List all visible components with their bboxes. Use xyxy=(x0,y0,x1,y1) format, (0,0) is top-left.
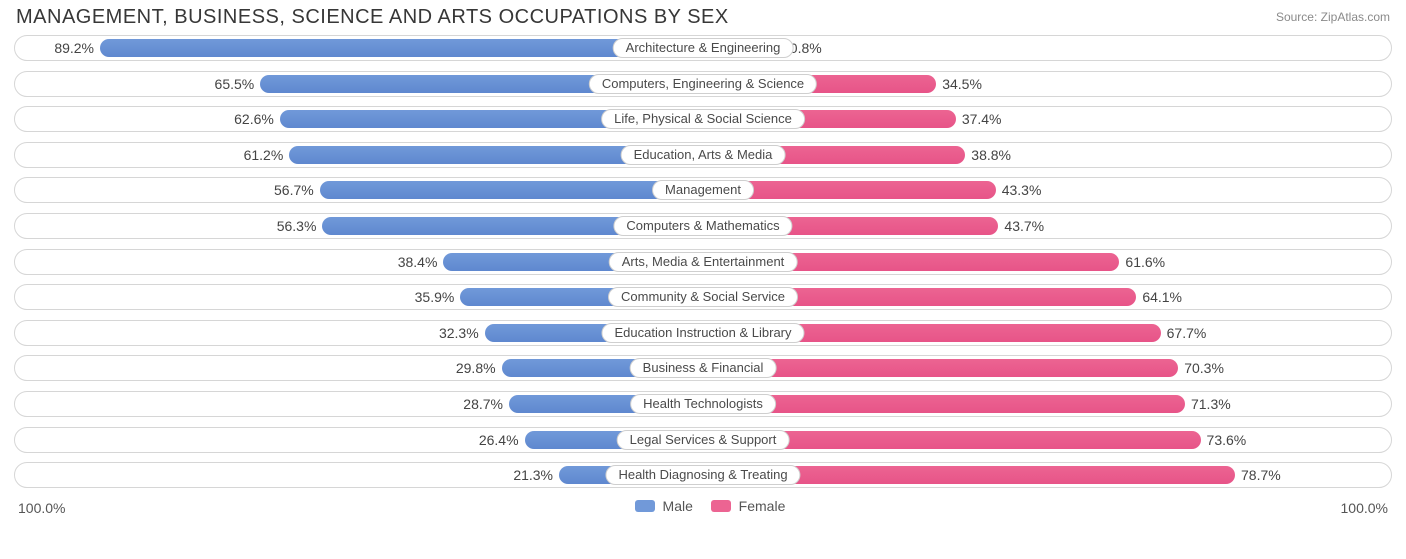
female-pct: 34.5% xyxy=(942,76,982,92)
male-pct: 62.6% xyxy=(234,111,274,127)
female-pct: 43.3% xyxy=(1002,182,1042,198)
category-label: Computers & Mathematics xyxy=(613,216,792,236)
category-label: Computers, Engineering & Science xyxy=(589,74,817,94)
male-bar xyxy=(320,181,703,199)
category-label: Education, Arts & Media xyxy=(621,145,786,165)
legend-male-label: Male xyxy=(663,498,693,514)
bar-row: 21.3% 78.7% Health Diagnosing & Treating xyxy=(14,462,1392,488)
bar-row: 56.3% 43.7% Computers & Mathematics xyxy=(14,213,1392,239)
bar-row: 32.3% 67.7% Education Instruction & Librar… xyxy=(14,320,1392,346)
female-pct: 73.6% xyxy=(1207,432,1247,448)
source-label: Source: ZipAtlas.com xyxy=(1276,6,1390,24)
bar-row: 26.4% 73.6% Legal Services & Support xyxy=(14,427,1392,453)
male-pct: 21.3% xyxy=(513,467,553,483)
female-pct: 78.7% xyxy=(1241,467,1281,483)
bar-row: 62.6% 37.4% Life, Physical & Social Scienc… xyxy=(14,106,1392,132)
bar-row: 61.2% 38.8% Education, Arts & Media xyxy=(14,142,1392,168)
bar-row: 35.9% 64.1% Community & Social Service xyxy=(14,284,1392,310)
male-pct: 32.3% xyxy=(439,325,479,341)
female-swatch xyxy=(711,500,731,512)
legend: Male Female xyxy=(12,498,1394,514)
category-label: Life, Physical & Social Science xyxy=(601,109,805,129)
female-pct: 43.7% xyxy=(1004,218,1044,234)
axis-right-label: 100.0% xyxy=(1341,500,1388,516)
female-pct: 37.4% xyxy=(962,111,1002,127)
bar-row: 29.8% 70.3% Business & Financial xyxy=(14,355,1392,381)
category-label: Architecture & Engineering xyxy=(613,38,794,58)
bar-row: 89.2%10.8%Architecture & Engineering xyxy=(14,35,1392,61)
male-pct: 38.4% xyxy=(398,254,438,270)
header: MANAGEMENT, BUSINESS, SCIENCE AND ARTS O… xyxy=(12,6,1394,35)
male-pct: 89.2% xyxy=(54,40,94,56)
male-pct: 35.9% xyxy=(415,289,455,305)
male-pct: 28.7% xyxy=(463,396,503,412)
male-pct: 56.7% xyxy=(274,182,314,198)
category-label: Arts, Media & Entertainment xyxy=(609,252,798,272)
category-label: Community & Social Service xyxy=(608,287,798,307)
category-label: Health Diagnosing & Treating xyxy=(605,465,800,485)
bar-row: 38.4% 61.6% Arts, Media & Entertainment xyxy=(14,249,1392,275)
bar-row: 56.7% 43.3% Management xyxy=(14,177,1392,203)
male-swatch xyxy=(635,500,655,512)
category-label: Management xyxy=(652,180,754,200)
female-pct: 70.3% xyxy=(1184,360,1224,376)
category-label: Business & Financial xyxy=(630,358,777,378)
chart-title: MANAGEMENT, BUSINESS, SCIENCE AND ARTS O… xyxy=(16,6,729,29)
male-pct: 29.8% xyxy=(456,360,496,376)
male-pct: 56.3% xyxy=(277,218,317,234)
male-pct: 26.4% xyxy=(479,432,519,448)
female-pct: 67.7% xyxy=(1167,325,1207,341)
category-label: Education Instruction & Library xyxy=(601,323,804,343)
bar-row: 65.5% 34.5% Computers, Engineering & Scien… xyxy=(14,71,1392,97)
legend-female-label: Female xyxy=(739,498,786,514)
axis-left-label: 100.0% xyxy=(18,500,65,516)
female-pct: 38.8% xyxy=(971,147,1011,163)
category-label: Health Technologists xyxy=(630,394,776,414)
male-pct: 61.2% xyxy=(244,147,284,163)
female-pct: 71.3% xyxy=(1191,396,1231,412)
bar-row: 28.7% 71.3% Health Technologists xyxy=(14,391,1392,417)
female-pct: 64.1% xyxy=(1142,289,1182,305)
chart-container: MANAGEMENT, BUSINESS, SCIENCE AND ARTS O… xyxy=(0,0,1406,559)
male-pct: 65.5% xyxy=(215,76,255,92)
female-pct: 61.6% xyxy=(1125,254,1165,270)
category-label: Legal Services & Support xyxy=(617,430,790,450)
chart-area: 89.2%10.8%Architecture & Engineering 65.5… xyxy=(12,35,1394,488)
